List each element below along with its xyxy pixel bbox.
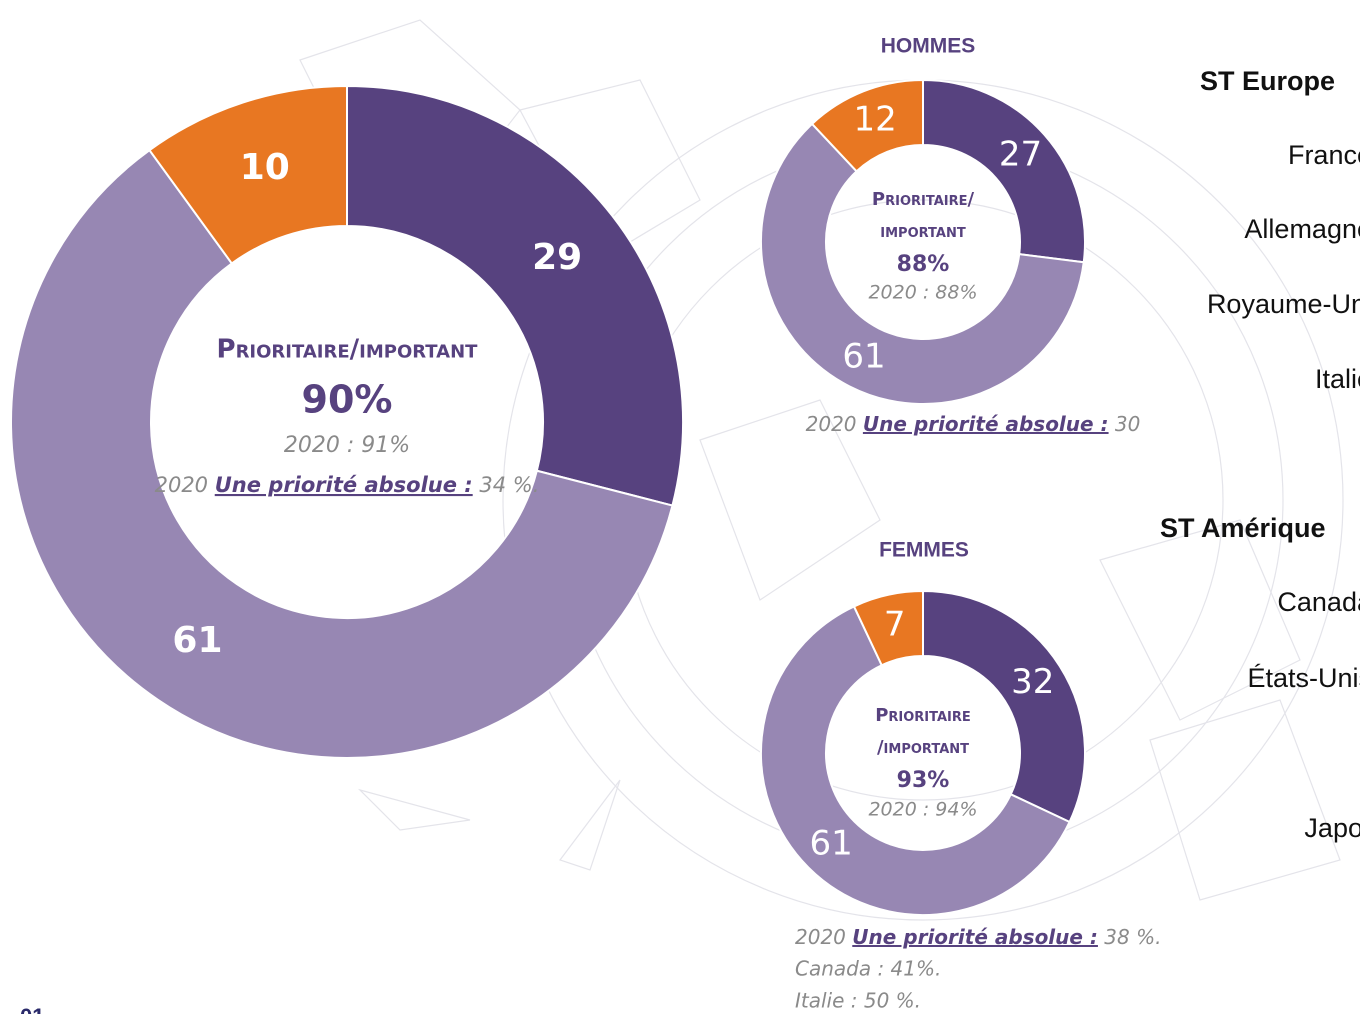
donut-slice <box>760 122 1085 405</box>
donut-slice <box>760 605 1071 916</box>
donut-chart: 32 61 7 FEMMES Prioritaire/important 93% 2020 … <box>760 539 1161 1013</box>
center-heading: Prioritaire <box>875 705 971 726</box>
center-value: 88% <box>897 252 950 277</box>
note-value: 30 <box>1115 412 1140 436</box>
slice-label: 32 <box>1011 662 1054 702</box>
chart-title: FEMMES <box>879 539 969 562</box>
note: 2020 Une priorité absolue : 34 %. <box>155 473 540 497</box>
note-value: 34 %. <box>479 473 539 497</box>
center-heading: Prioritaire/ <box>872 189 975 210</box>
slice-label: 10 <box>240 147 290 188</box>
note-link: Une priorité absolue : <box>852 925 1098 949</box>
country: Italie <box>1315 364 1360 394</box>
country: Japon <box>1304 813 1360 843</box>
donut-slice <box>852 589 924 667</box>
country: France <box>1288 140 1360 170</box>
slice-label: 12 <box>854 100 897 140</box>
donut-slice <box>10 148 674 759</box>
region-list: ST Europe France Allemagne Royaume-Uni Itali… <box>1160 66 1360 843</box>
page-number: 01 <box>20 1004 44 1014</box>
chart-title: HOMMES <box>881 35 976 58</box>
note-link: Une priorité absolue : <box>215 473 473 497</box>
country: Royaume-Uni <box>1207 289 1360 319</box>
center-heading: important <box>880 221 966 242</box>
donut-slice <box>922 78 1086 264</box>
region-name: ST Europe <box>1200 66 1335 96</box>
note-year: 2020 <box>806 412 857 436</box>
center-previous: 2020 : 91% <box>284 433 410 458</box>
donut-slice <box>810 78 924 173</box>
note: 2020 Une priorité absolue : 38 %. <box>795 925 1161 949</box>
note-extra: Canada : 41%. <box>795 957 941 981</box>
note-extra: Italie : 50 %. <box>795 989 921 1013</box>
center-previous: 2020 : 88% <box>868 282 977 304</box>
slice-label: 29 <box>532 237 582 278</box>
center-previous: 2020 : 94% <box>868 799 977 821</box>
donut-slice <box>346 84 684 507</box>
donut-chart: 27 61 12 HOMMES Prioritaire/important 88% 2020… <box>760 35 1141 436</box>
center-value: 93% <box>897 768 950 793</box>
donut-slice <box>922 589 1086 824</box>
slice-label: 61 <box>842 336 885 376</box>
donut-slice <box>148 84 348 265</box>
slice-label: 7 <box>884 605 906 645</box>
note-value: 38 %. <box>1104 925 1161 949</box>
center-heading: /important <box>877 737 969 758</box>
note-link: Une priorité absolue : <box>863 412 1109 436</box>
slice-label: 61 <box>809 823 852 863</box>
donut-chart: 29 61 10 Prioritaire/important 90% 2020 : 91%… <box>10 84 684 759</box>
note: 2020 Une priorité absolue : 30 <box>806 412 1141 436</box>
region-name: ST Amérique <box>1160 513 1326 543</box>
note-year: 2020 <box>155 473 208 497</box>
slice-label: 61 <box>172 620 222 661</box>
country: Allemagne <box>1244 214 1360 244</box>
slice-label: 27 <box>999 135 1042 175</box>
center-value: 90% <box>302 378 393 422</box>
center-heading: Prioritaire/important <box>217 335 479 365</box>
country: États-Unis <box>1247 663 1360 693</box>
note-year: 2020 <box>795 925 846 949</box>
country: Canada <box>1277 587 1360 617</box>
